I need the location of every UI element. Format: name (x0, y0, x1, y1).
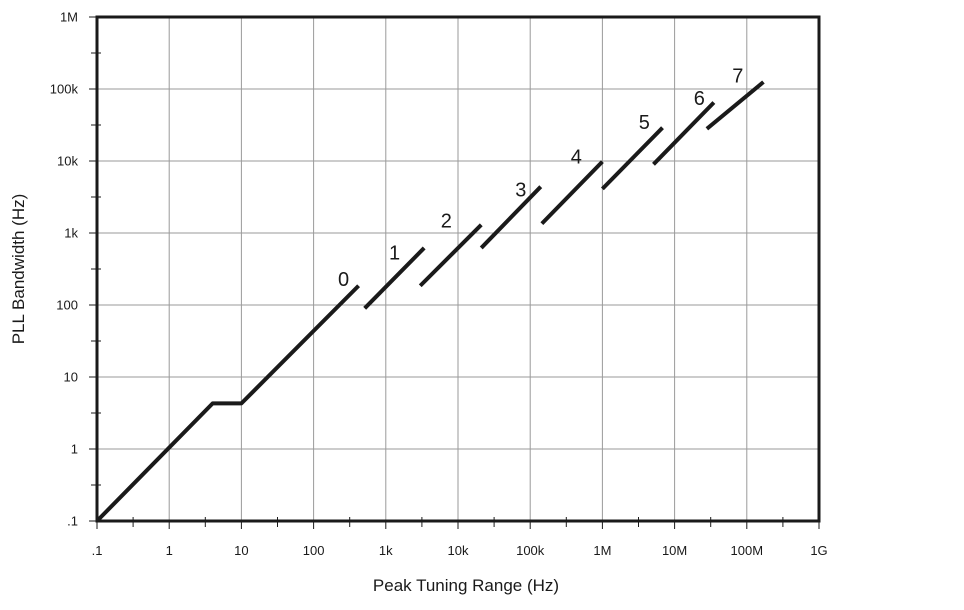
range-label-6: 6 (694, 88, 705, 110)
range-7-line (705, 80, 765, 131)
x-tick-label: .1 (92, 543, 103, 558)
range-1-line (363, 246, 426, 310)
range-4-line (540, 160, 604, 226)
y-tick-label: 1k (64, 226, 78, 241)
range-6-line (652, 101, 716, 166)
range-label-7: 7 (732, 65, 743, 87)
range-5-line (600, 126, 664, 191)
range-label-1: 1 (389, 242, 400, 264)
plot-frame (95, 15, 821, 523)
range-0-line (95, 284, 361, 523)
y-tick-label: 1M (60, 10, 78, 25)
range-label-3: 3 (515, 180, 526, 202)
y-tick-label: 100k (50, 82, 79, 97)
range-label-2: 2 (441, 211, 452, 233)
x-tick-label: 100M (731, 543, 764, 558)
range-label-5: 5 (639, 112, 650, 134)
y-tick-labels: .1 1 10 100 1k 10k 100k 1M (50, 10, 79, 529)
x-axis-label: Peak Tuning Range (Hz) (373, 576, 559, 595)
series-layer (95, 80, 765, 523)
x-tick-label: 10M (662, 543, 687, 558)
range-2-line (418, 223, 483, 288)
range-label-0: 0 (338, 269, 349, 291)
x-tick-label: 10k (448, 543, 469, 558)
y-axis-label: PLL Bandwidth (Hz) (9, 194, 28, 345)
annotation-layer: 0 1 2 3 4 5 6 7 (338, 65, 743, 291)
x-tick-labels: .1 1 10 100 1k 10k 100k 1M 10M 100M 1G (92, 543, 828, 558)
x-tick-label: 100 (303, 543, 325, 558)
x-tick-label: 10 (234, 543, 248, 558)
y-tick-label: 10k (57, 154, 78, 169)
x-tick-label: 1G (810, 543, 827, 558)
y-tick-label: 1 (71, 442, 78, 457)
range-label-4: 4 (571, 147, 582, 169)
y-tick-label: 100 (56, 298, 78, 313)
x-tick-label: 1 (166, 543, 173, 558)
x-tick-label: 1k (379, 543, 393, 558)
x-tick-label: 100k (516, 543, 545, 558)
range-3-line (479, 185, 543, 250)
y-tick-label: .1 (67, 514, 78, 529)
x-tick-label: 1M (593, 543, 611, 558)
y-tick-label: 10 (64, 370, 78, 385)
